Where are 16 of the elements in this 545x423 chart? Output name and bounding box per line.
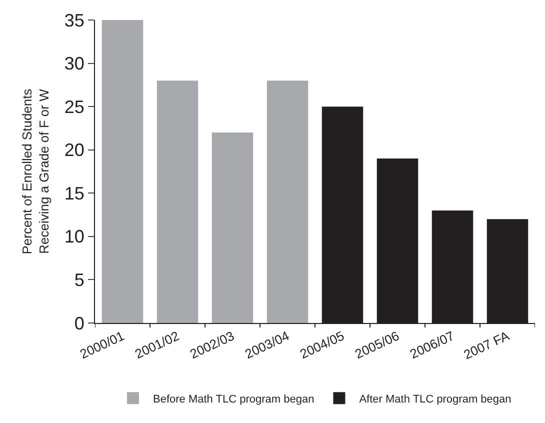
y-tick-label: 20 <box>64 140 84 160</box>
y-tick-label: 10 <box>64 226 84 247</box>
x-tick-label: 2007 FA <box>461 328 512 362</box>
y-tick-label: 30 <box>64 54 84 74</box>
y-tick-label: 15 <box>64 183 84 204</box>
legend-label: Before Math TLC program began <box>153 393 314 406</box>
y-tick-label: 0 <box>74 313 84 334</box>
bar <box>156 80 198 323</box>
legend-label: After Math TLC program began <box>359 393 512 406</box>
y-tick-label: 25 <box>64 96 84 117</box>
bar <box>266 80 308 323</box>
bar <box>212 132 254 323</box>
bar <box>102 20 144 323</box>
y-axis-title: Percent of Enrolled Students Receiving a Grade of F or W <box>19 88 52 254</box>
y-tick-label: 35 <box>64 10 84 30</box>
y-tick-label: 5 <box>74 270 84 290</box>
